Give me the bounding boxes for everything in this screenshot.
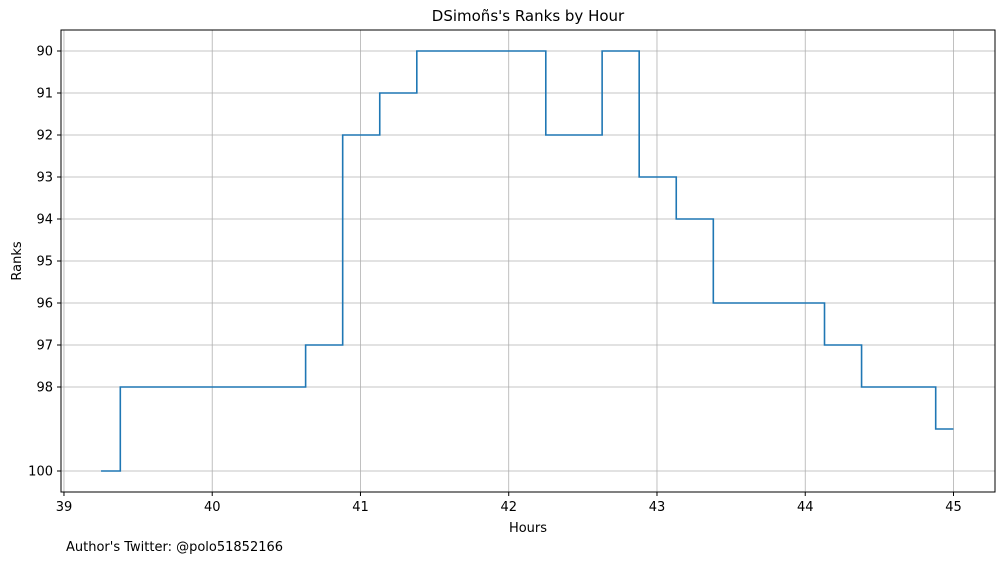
- x-axis-label: Hours: [509, 521, 547, 536]
- grid: [61, 30, 995, 492]
- y-tick-label: 98: [36, 381, 53, 396]
- y-tick-label: 96: [36, 297, 53, 312]
- x-tick-label: 43: [649, 500, 666, 515]
- chart-title: DSimoñs's Ranks by Hour: [432, 7, 625, 25]
- x-tick-label: 44: [797, 500, 814, 515]
- y-tick-label: 97: [36, 339, 53, 354]
- x-tick-label: 39: [56, 500, 73, 515]
- plot-frame: [60, 29, 996, 493]
- rank-step-line: [101, 50, 954, 472]
- x-tick-label: 40: [204, 500, 221, 515]
- y-tick-label: 91: [36, 87, 53, 102]
- y-axis-label: Ranks: [10, 241, 25, 280]
- ticks: 39 40 41 42 43 44 45 90 91 92 93 94 95 96 97 98 100: [28, 45, 962, 516]
- y-tick-label: 93: [36, 171, 53, 186]
- y-tick-label: 90: [36, 45, 53, 60]
- x-tick-label: 45: [945, 500, 962, 515]
- x-tick-label: 41: [352, 500, 369, 515]
- author-credit: Author's Twitter: @polo51852166: [66, 540, 283, 555]
- x-tick-label: 42: [500, 500, 517, 515]
- y-tick-label: 92: [36, 129, 53, 144]
- y-tick-label: 95: [36, 255, 53, 270]
- y-tick-label: 94: [36, 213, 53, 228]
- y-tick-label: 100: [28, 465, 53, 480]
- series: [101, 50, 954, 472]
